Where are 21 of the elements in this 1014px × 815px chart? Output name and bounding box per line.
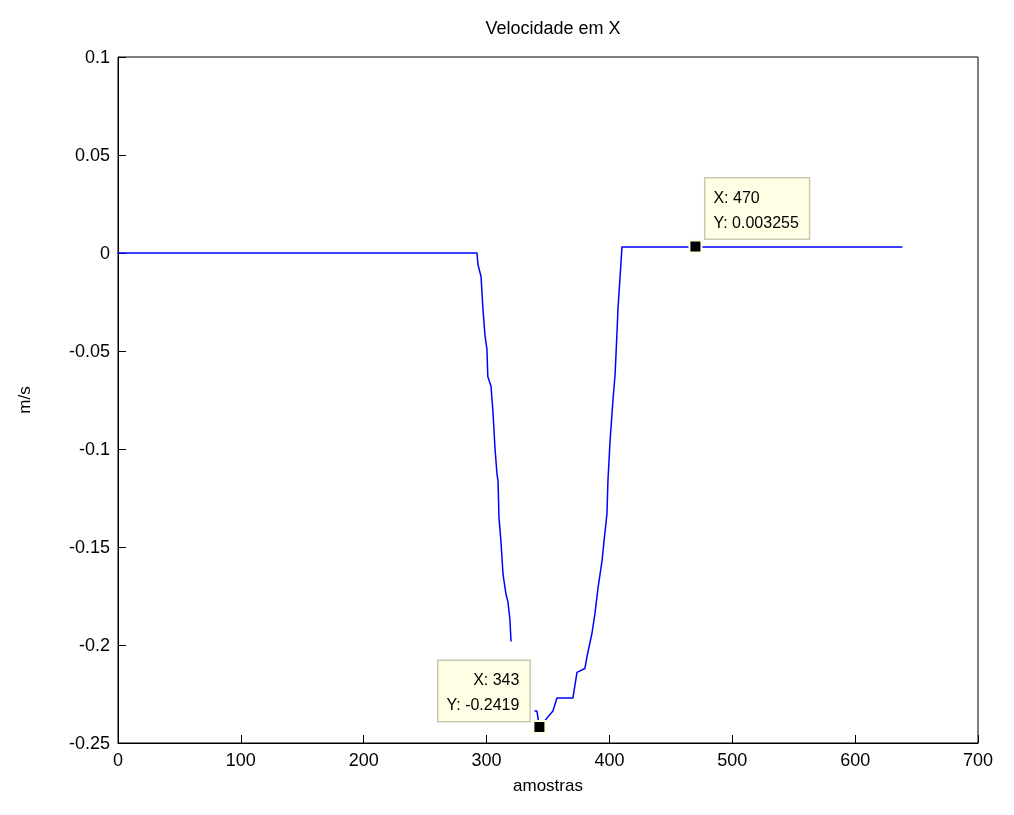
x-axis-title: amostras xyxy=(513,776,583,795)
y-tick-label: 0.05 xyxy=(74,145,110,165)
y-tick-label: 0 xyxy=(99,243,110,263)
y-tick-label: -0.1 xyxy=(78,439,110,459)
x-tick-label: 0 xyxy=(112,750,124,770)
chart-title: Velocidade em X xyxy=(485,18,621,38)
y-tick-label: 0.1 xyxy=(84,47,110,67)
y-tick-label: -0.25 xyxy=(68,733,110,753)
y-axis-title: m/s xyxy=(15,386,34,414)
x-tick-label: 300 xyxy=(471,750,502,770)
x-tick-label: 100 xyxy=(225,750,256,770)
x-tick-label: 700 xyxy=(962,750,994,770)
annotation: X: 470 Y: 0.003255 xyxy=(713,188,799,231)
y-tick-label: -0.2 xyxy=(78,635,110,655)
y-tick-label: -0.05 xyxy=(68,341,110,361)
x-tick-label: 200 xyxy=(348,750,379,770)
x-tick-label: 600 xyxy=(840,750,871,770)
x-tick-label: 500 xyxy=(717,750,748,770)
y-tick-label: -0.15 xyxy=(68,537,110,557)
x-tick-label: 400 xyxy=(594,750,625,770)
annotation: X: 343 Y: -0.2419 xyxy=(446,671,520,714)
